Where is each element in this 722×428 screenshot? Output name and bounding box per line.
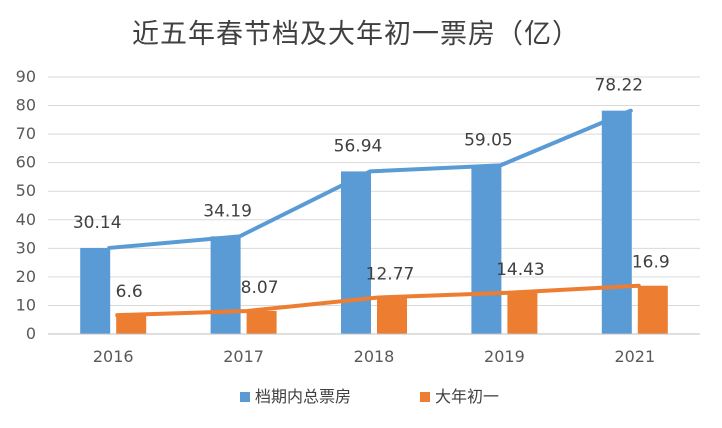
data-label-total-2017: 34.19 — [203, 201, 252, 221]
data-label-total-2018: 56.94 — [334, 136, 383, 156]
legend: 档期内总票房 大年初一 — [240, 387, 499, 406]
legend-label-1: 大年初一 — [435, 387, 499, 406]
y-tick-label-50: 50 — [16, 181, 36, 200]
bar-first-day-2018 — [377, 297, 407, 334]
bar-first-day-2021 — [637, 285, 668, 334]
data-label-total-2019: 59.05 — [464, 130, 513, 150]
data-label-first-day-2017: 8.07 — [241, 278, 279, 298]
chart-title: 近五年春节档及大年初一票房（亿） — [132, 19, 580, 50]
bar-total-2019 — [471, 165, 502, 334]
y-axis: 0 10 20 30 40 50 60 70 80 90 — [16, 67, 36, 343]
bar-total-2018 — [341, 171, 371, 334]
x-tick-label-2018: 2018 — [354, 347, 395, 366]
y-tick-label-60: 60 — [16, 153, 36, 172]
y-tick-label-70: 70 — [16, 124, 36, 143]
y-tick-label-30: 30 — [16, 238, 36, 257]
data-label-first-day-2019: 14.43 — [496, 260, 545, 280]
x-tick-label-2019: 2019 — [484, 347, 525, 366]
y-tick-label-20: 20 — [16, 267, 36, 286]
x-tick-label-2021: 2021 — [614, 347, 655, 366]
y-tick-label-0: 0 — [26, 324, 36, 343]
bar-first-day-2016 — [116, 315, 147, 334]
legend-swatch-0 — [240, 392, 250, 402]
y-tick-label-80: 80 — [16, 96, 36, 115]
y-tick-label-40: 40 — [16, 210, 36, 229]
data-labels: 30.14 6.6 34.19 8.07 56.94 12.77 59.05 14.43 78.… — [73, 76, 670, 303]
legend-swatch-1 — [420, 392, 430, 402]
data-label-first-day-2021: 16.9 — [632, 253, 670, 273]
x-tick-label-2017: 2017 — [223, 347, 264, 366]
bar-first-day-2017 — [246, 310, 277, 334]
trend-lines — [107, 108, 641, 318]
y-tick-label-10: 10 — [16, 295, 36, 314]
data-label-total-2021: 78.22 — [594, 76, 643, 96]
x-tick-label-2016: 2016 — [93, 347, 134, 366]
y-tick-label-90: 90 — [16, 67, 36, 86]
data-label-first-day-2016: 6.6 — [116, 282, 143, 302]
trend-line-total — [107, 108, 633, 250]
trend-line-first-day — [115, 283, 641, 318]
x-axis: 2016 2017 2018 2019 2021 — [48, 333, 700, 366]
bar-total-2021 — [601, 110, 632, 334]
bar-total-2016 — [80, 247, 111, 334]
data-label-first-day-2018: 12.77 — [366, 265, 415, 285]
bars — [80, 110, 668, 334]
legend-label-0: 档期内总票房 — [255, 387, 351, 406]
gridlines — [48, 76, 700, 306]
bar-first-day-2019 — [507, 292, 538, 334]
bar-total-2017 — [210, 236, 241, 334]
data-label-total-2016: 30.14 — [73, 213, 122, 233]
